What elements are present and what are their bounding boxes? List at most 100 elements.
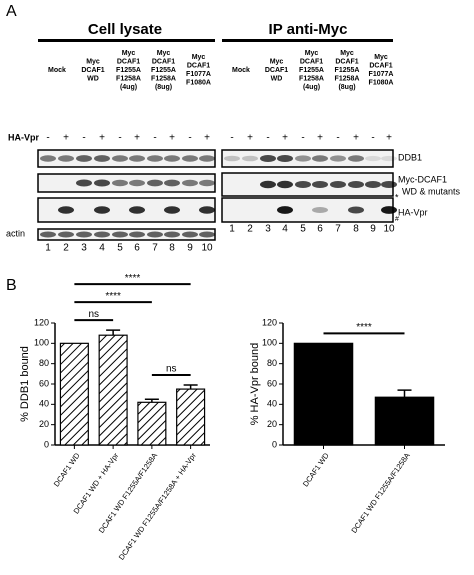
band: [365, 155, 381, 162]
y-tick-label: 60: [39, 378, 49, 388]
group-label: DCAF1: [369, 63, 392, 70]
y-tick-label: 120: [262, 317, 277, 327]
y-tick-label: 40: [267, 399, 277, 409]
lane-number: 9: [370, 224, 376, 235]
treatment-sign: -: [188, 133, 191, 144]
band: [312, 180, 328, 189]
band: [277, 206, 293, 214]
band: [312, 155, 328, 162]
blot-label: DDB1: [398, 152, 422, 162]
group-label: Myc: [340, 50, 354, 57]
treatment-sign: +: [99, 133, 105, 144]
band: [58, 155, 74, 162]
band: [199, 155, 215, 162]
group-label: WD: [271, 75, 283, 82]
blot-label: HA-Vpr: [398, 207, 428, 217]
band: [295, 155, 311, 162]
marker: *: [395, 192, 399, 202]
panel-label: B: [6, 277, 17, 294]
lane-number: 1: [45, 243, 51, 254]
band: [76, 231, 92, 238]
band: [164, 179, 180, 187]
lane-number: 3: [81, 243, 87, 254]
group-label: DCAF1: [117, 58, 140, 65]
y-tick-label: 0: [44, 439, 49, 449]
significance-label: ****: [105, 291, 121, 302]
x-tick-label: DCAF1 WD: [52, 451, 82, 489]
treatment-sign: -: [230, 133, 233, 144]
bar: [293, 342, 354, 446]
y-tick-label: 100: [34, 338, 49, 348]
treatment-sign: -: [82, 133, 85, 144]
treatment-sign: +: [247, 133, 253, 144]
group-label: WD: [87, 75, 99, 82]
y-tick-label: 0: [272, 439, 277, 449]
treatment-sign: +: [282, 133, 288, 144]
error-bar: [106, 329, 121, 336]
group-label: DCAF1: [300, 58, 323, 65]
lane-number: 7: [152, 243, 158, 254]
lane-number: 10: [383, 224, 395, 235]
band: [58, 231, 74, 238]
treatment-sign: -: [153, 133, 156, 144]
band: [365, 180, 381, 189]
y-tick-label: 20: [267, 419, 277, 429]
y-tick-label: 80: [267, 358, 277, 368]
group-label: F1255A: [299, 67, 324, 74]
lane-number: 2: [63, 243, 69, 254]
group-label: Mock: [232, 67, 250, 74]
group-label: Myc: [270, 58, 284, 65]
group-label: DCAF1: [81, 67, 104, 74]
treatment-sign: +: [353, 133, 359, 144]
group-label: F1077A: [369, 71, 394, 78]
bar: [98, 334, 128, 446]
band: [112, 231, 128, 238]
band: [129, 179, 145, 187]
heading: IP anti-Myc: [269, 21, 348, 38]
y-tick-label: 20: [39, 419, 49, 429]
band: [94, 231, 110, 238]
band: [58, 206, 74, 214]
lane-number: 9: [187, 243, 193, 254]
group-label: DCAF1: [265, 67, 288, 74]
band: [40, 231, 56, 238]
lane-number: 5: [300, 224, 306, 235]
group-label: (4ug): [303, 84, 320, 91]
significance-label: ****: [125, 273, 141, 284]
heading: Cell lysate: [88, 21, 162, 38]
treatment-sign: -: [118, 133, 121, 144]
lane-number: 2: [247, 224, 253, 235]
panel-label: A: [6, 3, 17, 20]
blot: [221, 197, 394, 223]
group-label: Myc: [157, 50, 171, 57]
band: [277, 180, 293, 189]
significance-label: ns: [166, 364, 177, 375]
band: [76, 155, 92, 162]
y-axis-label: % HA-Vpr bound: [249, 343, 261, 426]
band: [242, 155, 258, 162]
group-label: (8ug): [155, 84, 172, 91]
bar: [59, 342, 89, 446]
error-bar: [144, 398, 159, 403]
group-label: Mock: [48, 67, 66, 74]
band: [112, 155, 128, 162]
band: [381, 155, 397, 162]
group-label: F1258A: [335, 75, 360, 82]
lane-number: 3: [265, 224, 271, 235]
x-tick-label: DCAF1 WD F1255A/F1258A + HA-Vpr: [117, 451, 198, 562]
band: [348, 206, 364, 214]
blot-label: Myc-DCAF1: [398, 174, 447, 184]
band: [348, 155, 364, 162]
group-label: DCAF1: [152, 58, 175, 65]
band: [147, 155, 163, 162]
treatment-sign: +: [134, 133, 140, 144]
group-label: (8ug): [338, 84, 355, 91]
bar: [176, 388, 206, 446]
y-tick-label: 120: [34, 317, 49, 327]
band: [129, 206, 145, 214]
y-tick-label: 60: [267, 378, 277, 388]
treatment-sign: +: [63, 133, 69, 144]
lane-number: 8: [169, 243, 175, 254]
lane-number: 4: [99, 243, 105, 254]
